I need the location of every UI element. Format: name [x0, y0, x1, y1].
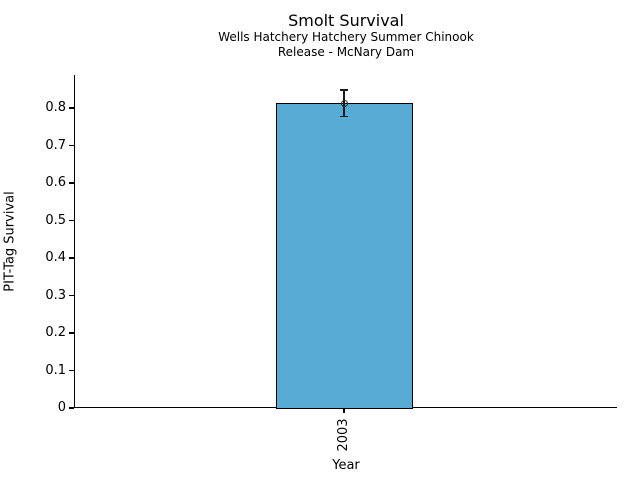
y-tick-mark	[69, 182, 74, 184]
chart-subtitle-line1: Wells Hatchery Hatchery Summer Chinook	[218, 30, 474, 44]
x-axis-title: Year	[332, 458, 360, 473]
y-tick-mark	[69, 219, 74, 222]
chart-subtitle-line2: Release - McNary Dam	[277, 45, 415, 59]
chart-title: Smolt Survival	[288, 11, 404, 30]
x-tick-label-2003: 2003	[336, 418, 351, 452]
y-tick-mark	[69, 407, 74, 409]
y-tick-mark	[69, 257, 74, 259]
y-tick-label: 0.6	[45, 175, 66, 190]
y-axis-spine	[74, 75, 76, 408]
y-tick-mark	[69, 332, 74, 334]
x-tick-mark	[343, 408, 345, 413]
error-bar-cap-top	[340, 89, 348, 91]
y-tick-mark	[69, 369, 74, 372]
y-tick-label: 0.7	[45, 137, 66, 153]
y-tick-label: 0.1	[45, 362, 66, 378]
y-tick-label: 0.4	[45, 250, 66, 265]
y-tick-label: 0.3	[45, 287, 66, 303]
y-tick-mark	[69, 294, 74, 297]
error-bar-cap-bottom	[340, 115, 348, 118]
data-point-marker	[340, 99, 348, 107]
y-axis-title: PIT-Tag Survival	[2, 191, 18, 292]
bar-2003	[275, 103, 413, 409]
y-tick-label: 0	[57, 400, 66, 415]
y-tick-label: 0.5	[45, 212, 66, 228]
y-tick-label: 0.2	[45, 325, 66, 340]
y-tick-label: 0.8	[45, 100, 66, 115]
y-tick-mark	[69, 107, 74, 109]
y-tick-mark	[69, 144, 74, 147]
